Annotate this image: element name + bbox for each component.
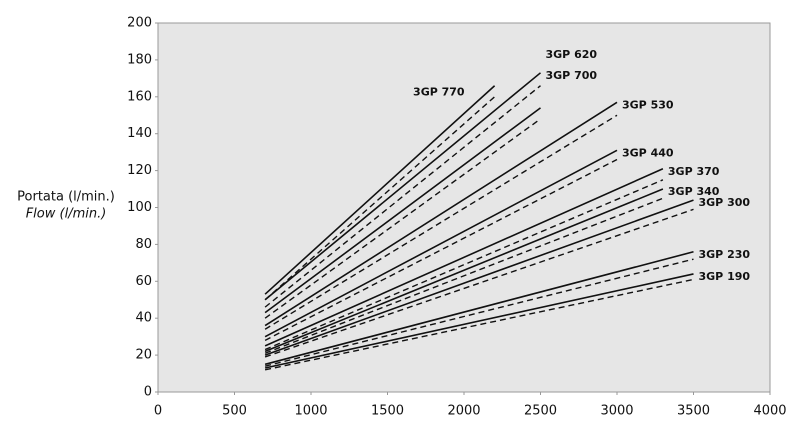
- y-tick-label: 40: [135, 311, 152, 326]
- series-label: 3GP 620: [546, 48, 598, 61]
- x-tick-label: 500: [222, 404, 247, 419]
- series-label: 3GP 770: [413, 86, 465, 99]
- dashed-line: [264, 278, 694, 371]
- dashed-line: [264, 114, 618, 330]
- x-tick-label: 0: [154, 404, 162, 419]
- solid-line: [264, 72, 542, 301]
- solid-line: [264, 101, 618, 327]
- dashed-line: [264, 96, 496, 301]
- y-tick-label: 60: [135, 274, 152, 289]
- dashed-line: [264, 179, 664, 351]
- y-tick-label: 100: [127, 200, 152, 215]
- solid-line: [264, 199, 694, 356]
- y-axis-label: Portata (l/min.): [17, 190, 115, 205]
- solid-line: [264, 168, 664, 347]
- dashed-line: [264, 258, 694, 367]
- solid-line: [264, 85, 496, 295]
- solid-line: [264, 251, 694, 366]
- solid-line: [264, 149, 618, 338]
- x-tick-label: 1500: [371, 404, 404, 419]
- x-tick-label: 3500: [677, 404, 710, 419]
- dashed-line: [264, 208, 694, 358]
- y-tick-label: 180: [127, 52, 152, 67]
- y-axis-label: Flow (l/min.): [26, 207, 107, 222]
- series-label: 3GP 530: [622, 98, 674, 111]
- y-tick-label: 140: [127, 126, 152, 141]
- x-tick-label: 3000: [600, 404, 633, 419]
- series-label: 3GP 700: [546, 69, 598, 82]
- x-tick-label: 4000: [753, 404, 786, 419]
- solid-line: [264, 107, 541, 314]
- y-tick-label: 80: [135, 237, 152, 252]
- y-tick-label: 200: [127, 16, 152, 31]
- series-label: 3GP 340: [668, 185, 720, 198]
- x-tick-label: 2500: [524, 404, 557, 419]
- x-tick-label: 1000: [294, 404, 327, 419]
- dashed-line: [264, 158, 618, 341]
- x-tick-label: 2000: [447, 404, 480, 419]
- y-tick-label: 120: [127, 163, 152, 178]
- series-label: 3GP 190: [699, 270, 751, 283]
- dashed-line: [264, 118, 541, 319]
- dashed-line: [264, 85, 541, 308]
- series-label: 3GP 370: [668, 165, 720, 178]
- y-tick-label: 20: [135, 348, 152, 363]
- solid-line: [264, 188, 664, 353]
- y-tick-label: 160: [127, 89, 152, 104]
- solid-line: [264, 273, 694, 369]
- series-label: 3GP 300: [699, 196, 751, 209]
- y-tick-label: 0: [144, 385, 152, 400]
- series-label: 3GP 440: [622, 146, 674, 159]
- series-label: 3GP 230: [699, 248, 751, 261]
- dashed-line: [264, 197, 664, 354]
